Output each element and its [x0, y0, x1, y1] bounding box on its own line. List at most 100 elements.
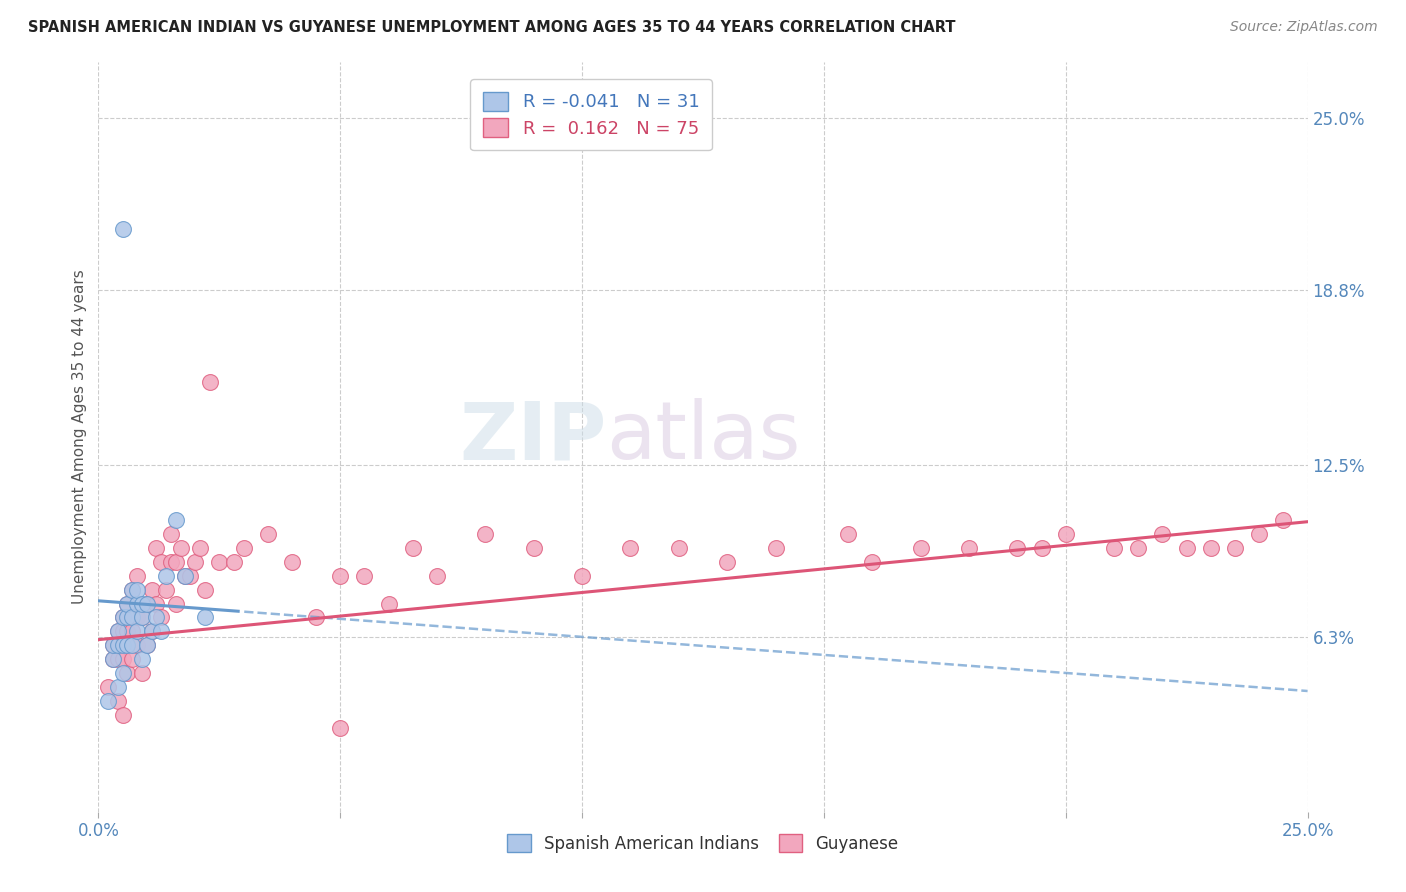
- Y-axis label: Unemployment Among Ages 35 to 44 years: Unemployment Among Ages 35 to 44 years: [72, 269, 87, 605]
- Point: [174, 569, 197, 583]
- Point: [194, 582, 217, 597]
- Point: [194, 610, 217, 624]
- Point: [198, 375, 221, 389]
- Point: [131, 652, 153, 666]
- Point: [131, 665, 153, 680]
- Point: [155, 582, 177, 597]
- Point: [135, 597, 157, 611]
- Point: [426, 569, 449, 583]
- Point: [179, 569, 201, 583]
- Point: [101, 652, 124, 666]
- Point: [111, 638, 134, 652]
- Point: [145, 597, 167, 611]
- Point: [127, 610, 149, 624]
- Point: [160, 527, 183, 541]
- Point: [150, 555, 173, 569]
- Point: [1175, 541, 1198, 555]
- Point: [169, 541, 191, 555]
- Point: [222, 555, 245, 569]
- Legend: Spanish American Indians, Guyanese: Spanish American Indians, Guyanese: [501, 828, 905, 860]
- Point: [111, 624, 134, 639]
- Point: [127, 569, 149, 583]
- Point: [174, 569, 197, 583]
- Point: [131, 610, 153, 624]
- Point: [232, 541, 254, 555]
- Point: [131, 597, 153, 611]
- Point: [111, 610, 134, 624]
- Point: [135, 597, 157, 611]
- Point: [165, 597, 187, 611]
- Point: [121, 652, 143, 666]
- Point: [141, 624, 163, 639]
- Point: [131, 610, 153, 624]
- Point: [281, 555, 304, 569]
- Point: [329, 569, 352, 583]
- Point: [305, 610, 328, 624]
- Point: [910, 541, 932, 555]
- Point: [117, 638, 139, 652]
- Point: [571, 569, 593, 583]
- Point: [184, 555, 207, 569]
- Point: [97, 694, 120, 708]
- Point: [188, 541, 211, 555]
- Point: [150, 624, 173, 639]
- Point: [111, 652, 134, 666]
- Point: [111, 610, 134, 624]
- Point: [111, 222, 134, 236]
- Point: [101, 638, 124, 652]
- Point: [117, 610, 139, 624]
- Text: ZIP: ZIP: [458, 398, 606, 476]
- Point: [1272, 513, 1295, 527]
- Point: [117, 665, 139, 680]
- Point: [353, 569, 375, 583]
- Point: [107, 694, 129, 708]
- Point: [474, 527, 496, 541]
- Point: [107, 638, 129, 652]
- Point: [523, 541, 546, 555]
- Point: [135, 638, 157, 652]
- Point: [668, 541, 690, 555]
- Point: [107, 624, 129, 639]
- Point: [107, 624, 129, 639]
- Point: [127, 597, 149, 611]
- Point: [619, 541, 641, 555]
- Point: [141, 624, 163, 639]
- Point: [1031, 541, 1053, 555]
- Point: [402, 541, 425, 555]
- Point: [145, 610, 167, 624]
- Point: [141, 582, 163, 597]
- Point: [165, 555, 187, 569]
- Point: [1223, 541, 1246, 555]
- Point: [765, 541, 787, 555]
- Point: [837, 527, 859, 541]
- Point: [121, 638, 143, 652]
- Point: [121, 582, 143, 597]
- Text: atlas: atlas: [606, 398, 800, 476]
- Text: SPANISH AMERICAN INDIAN VS GUYANESE UNEMPLOYMENT AMONG AGES 35 TO 44 YEARS CORRE: SPANISH AMERICAN INDIAN VS GUYANESE UNEM…: [28, 20, 956, 35]
- Point: [111, 707, 134, 722]
- Point: [150, 610, 173, 624]
- Point: [145, 541, 167, 555]
- Point: [127, 638, 149, 652]
- Point: [165, 513, 187, 527]
- Point: [117, 597, 139, 611]
- Point: [160, 555, 183, 569]
- Point: [957, 541, 980, 555]
- Text: Source: ZipAtlas.com: Source: ZipAtlas.com: [1230, 20, 1378, 34]
- Point: [121, 624, 143, 639]
- Point: [101, 652, 124, 666]
- Point: [135, 638, 157, 652]
- Point: [1007, 541, 1029, 555]
- Point: [1152, 527, 1174, 541]
- Point: [97, 680, 120, 694]
- Point: [121, 610, 143, 624]
- Point: [127, 624, 149, 639]
- Point: [1128, 541, 1150, 555]
- Point: [155, 569, 177, 583]
- Point: [1249, 527, 1271, 541]
- Point: [127, 582, 149, 597]
- Point: [208, 555, 231, 569]
- Point: [101, 638, 124, 652]
- Point: [256, 527, 278, 541]
- Point: [117, 597, 139, 611]
